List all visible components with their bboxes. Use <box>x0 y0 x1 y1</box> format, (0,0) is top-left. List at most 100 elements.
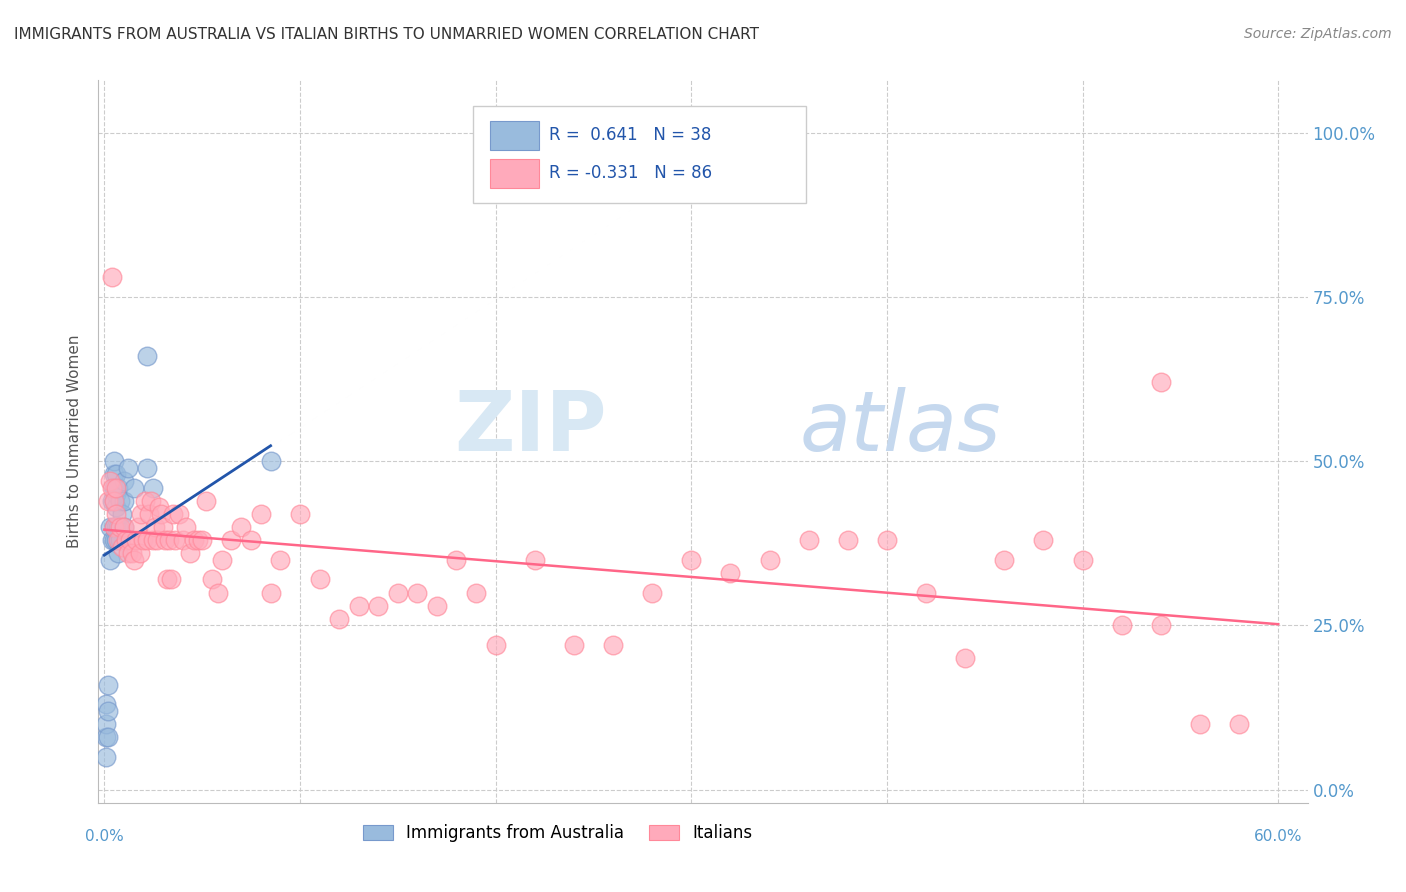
Point <box>103 493 125 508</box>
Point <box>211 553 233 567</box>
Point <box>406 585 429 599</box>
Point <box>426 599 449 613</box>
Point <box>191 533 214 547</box>
Point <box>259 454 281 468</box>
Point <box>162 507 184 521</box>
Point <box>778 126 800 140</box>
Point <box>1150 618 1173 632</box>
Point <box>103 533 125 547</box>
Point <box>328 612 350 626</box>
Point <box>152 520 174 534</box>
Point <box>187 533 209 547</box>
Point <box>159 573 181 587</box>
Point <box>124 533 146 547</box>
Point <box>97 493 120 508</box>
Point <box>837 533 859 547</box>
Point <box>176 520 198 534</box>
Point <box>183 533 205 547</box>
Point <box>138 507 160 521</box>
Point <box>105 500 128 515</box>
Point <box>201 573 224 587</box>
Point <box>602 638 624 652</box>
Point <box>105 533 128 547</box>
Point <box>718 566 741 580</box>
Point <box>446 553 468 567</box>
Point <box>259 585 281 599</box>
Point <box>117 546 139 560</box>
Point <box>915 585 938 599</box>
Text: 60.0%: 60.0% <box>1254 829 1302 844</box>
Point <box>240 533 263 547</box>
Point <box>1150 376 1173 390</box>
Point <box>132 533 155 547</box>
Point <box>347 599 370 613</box>
Point <box>562 638 585 652</box>
Point <box>117 460 139 475</box>
Point <box>484 638 506 652</box>
Point <box>141 493 163 508</box>
Point <box>112 520 135 534</box>
Point <box>128 546 150 560</box>
FancyBboxPatch shape <box>491 159 538 188</box>
Point <box>101 481 124 495</box>
Point <box>111 507 134 521</box>
Point <box>108 533 131 547</box>
Point <box>953 651 976 665</box>
Point <box>163 533 186 547</box>
Point <box>231 520 253 534</box>
Point <box>136 533 159 547</box>
Point <box>288 507 311 521</box>
Point <box>97 677 120 691</box>
Point <box>103 520 125 534</box>
Point <box>97 704 120 718</box>
Point <box>127 520 149 534</box>
Point <box>105 487 128 501</box>
Point <box>96 717 118 731</box>
Point <box>269 553 291 567</box>
Y-axis label: Births to Unmarried Women: Births to Unmarried Women <box>67 334 83 549</box>
Point <box>758 553 780 567</box>
Text: R = -0.331   N = 86: R = -0.331 N = 86 <box>550 164 713 183</box>
Point <box>1032 533 1054 547</box>
Point <box>105 467 128 482</box>
Point <box>107 520 129 534</box>
Point <box>142 533 165 547</box>
Point <box>118 533 141 547</box>
Point <box>98 474 121 488</box>
Point <box>1227 717 1250 731</box>
Point <box>131 507 153 521</box>
Point <box>146 533 169 547</box>
Point <box>98 520 121 534</box>
Point <box>105 481 128 495</box>
Point <box>367 599 389 613</box>
Point <box>96 698 118 712</box>
FancyBboxPatch shape <box>474 105 806 203</box>
Point <box>641 585 664 599</box>
Point <box>136 349 159 363</box>
Point <box>150 507 173 521</box>
Point <box>108 493 131 508</box>
Point <box>221 533 243 547</box>
Point <box>308 573 330 587</box>
Text: ZIP: ZIP <box>454 386 606 467</box>
Point <box>179 546 201 560</box>
Point <box>97 730 120 744</box>
Point <box>148 500 170 515</box>
Point <box>103 481 125 495</box>
Point <box>114 533 136 547</box>
Point <box>112 474 135 488</box>
Point <box>993 553 1015 567</box>
Point <box>143 520 166 534</box>
Point <box>101 493 124 508</box>
Point <box>1188 717 1211 731</box>
Point <box>172 533 194 547</box>
Text: IMMIGRANTS FROM AUSTRALIA VS ITALIAN BIRTHS TO UNMARRIED WOMEN CORRELATION CHART: IMMIGRANTS FROM AUSTRALIA VS ITALIAN BIR… <box>14 27 759 42</box>
Point <box>121 546 143 560</box>
Point <box>465 585 488 599</box>
Point <box>112 520 135 534</box>
Point <box>96 749 118 764</box>
Point <box>107 546 129 560</box>
Point <box>156 573 179 587</box>
Point <box>250 507 273 521</box>
Point <box>107 533 129 547</box>
